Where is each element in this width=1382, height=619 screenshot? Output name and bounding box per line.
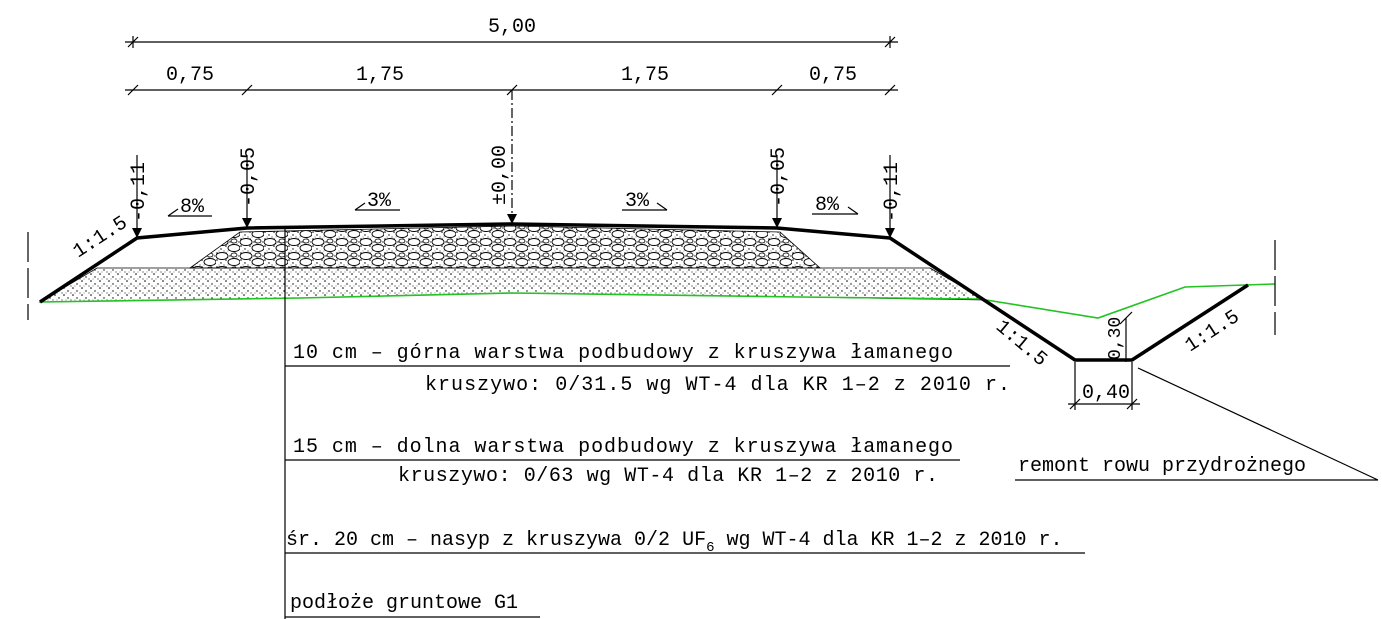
subgrade: podłoże gruntowe G1 [290, 592, 518, 615]
layer-text: wg WT-4 dla KR 1–2 z 2010 r. [714, 529, 1062, 552]
dim-segment: 0,75 [809, 64, 857, 87]
layer-title: 15 cm – dolna warstwa podbudowy z kruszy… [293, 436, 953, 459]
elevation: ±0,00 [489, 145, 512, 205]
layer-title: 10 cm – górna warstwa podbudowy z kruszy… [293, 342, 953, 365]
slope-label: 3% [625, 190, 650, 213]
layer-spec: kruszywo: 0/31.5 wg WT-4 dla KR 1–2 z 20… [425, 374, 1010, 397]
ditch-label: remont rowu przydrożnego [1018, 455, 1306, 478]
slope-label: 3% [367, 190, 392, 213]
elevation-arrows [132, 214, 895, 238]
dim-total: 5,00 [488, 16, 536, 39]
elevation: -0,05 [768, 147, 791, 207]
elevation: -0,05 [238, 147, 261, 207]
layer-spec: kruszywo: 0/63 wg WT-4 dla KR 1–2 z 2010… [398, 465, 938, 488]
dimension-lines [125, 36, 898, 230]
ditch-depth: 0,30 [1106, 317, 1126, 360]
slope-arrows [167, 202, 859, 217]
ditch-dimensions [1068, 311, 1140, 410]
slope-label: 8% [815, 194, 840, 217]
layer-leaders [284, 228, 1085, 619]
ditch-leader [1015, 367, 1379, 481]
elevation: -0,11 [881, 162, 904, 222]
dim-segment: 1,75 [356, 64, 404, 87]
side-slope: 1:1.5 [1181, 306, 1244, 358]
layer-title: śr. 20 cm – nasyp z kruszywa 0/2 UF6 wg … [286, 529, 1063, 556]
dim-segment: 0,75 [166, 64, 214, 87]
slope-label: 8% [180, 196, 205, 219]
base-layer [188, 225, 822, 269]
dim-segment: 1,75 [621, 64, 669, 87]
ground-line [39, 283, 1276, 319]
side-slope: 1:1.5 [69, 212, 132, 264]
elevation: -0,11 [128, 162, 151, 222]
ditch-width: 0,40 [1082, 382, 1130, 405]
layer-subscript: 6 [706, 540, 714, 556]
layer-text: śr. 20 cm – nasyp z kruszywa 0/2 UF [286, 529, 706, 552]
